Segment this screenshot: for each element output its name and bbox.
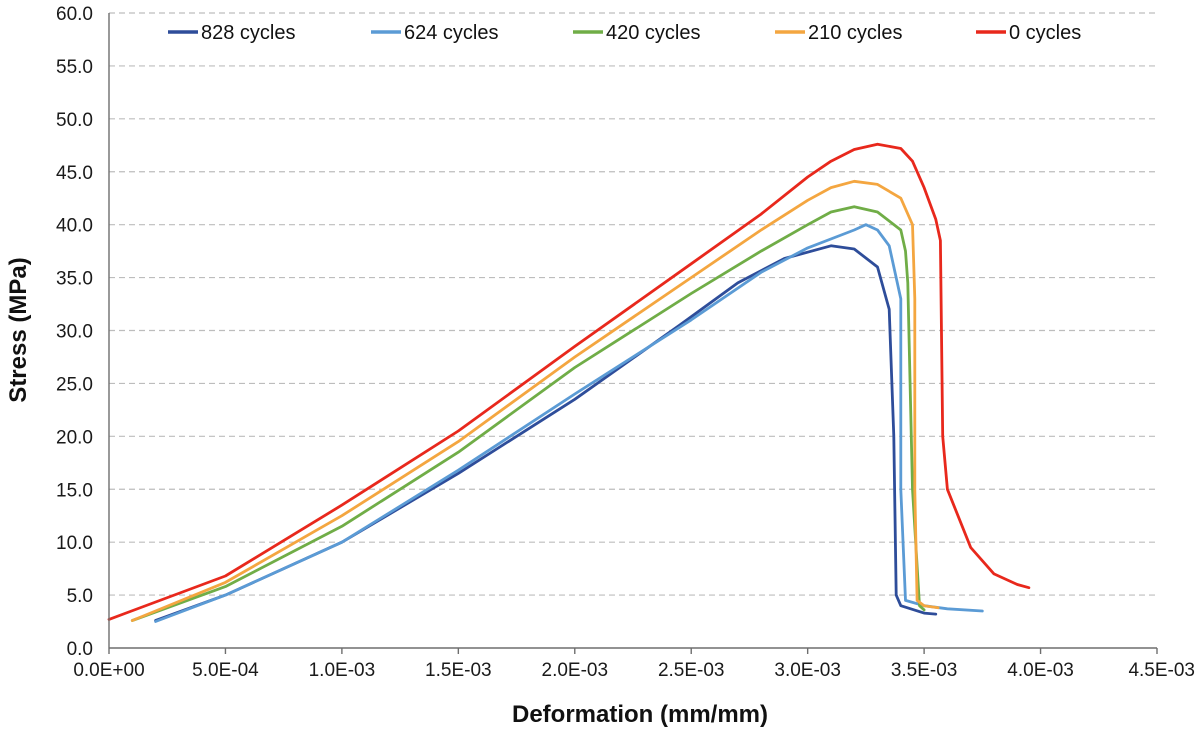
x-tick-label: 3.0E-03	[774, 660, 841, 681]
x-tick-label: 5.0E-04	[192, 660, 259, 681]
legend-item: 420 cycles	[573, 22, 701, 44]
y-tick-label: 55.0	[56, 57, 93, 78]
y-tick-label: 0.0	[67, 639, 93, 660]
y-tick-label: 35.0	[56, 269, 93, 290]
y-tick-label: 30.0	[56, 322, 93, 343]
y-tick-label: 25.0	[56, 374, 93, 395]
y-tick-label: 45.0	[56, 163, 93, 184]
x-axis-title: Deformation (mm/mm)	[512, 701, 768, 728]
y-tick-label: 10.0	[56, 533, 93, 554]
x-axis-ticks: 0.0E+00 5.0E-04 1.0E-03 1.5E-03 2.0E-03 2.5E-…	[73, 648, 1195, 681]
legend-item: 210 cycles	[775, 22, 903, 44]
x-tick-label: 2.0E-03	[542, 660, 609, 681]
series-line-210-cycles	[130, 179, 940, 622]
y-tick-label: 40.0	[56, 216, 93, 237]
legend-item: 624 cycles	[371, 22, 499, 44]
y-tick-label: 15.0	[56, 480, 93, 501]
x-tick-label: 4.5E-03	[1128, 660, 1195, 681]
legend-item: 0 cycles	[976, 22, 1081, 44]
legend-label: 0 cycles	[1009, 22, 1081, 44]
y-tick-label: 20.0	[56, 427, 93, 448]
series-line-0-cycles	[107, 142, 1031, 621]
x-tick-label: 4.0E-03	[1007, 660, 1074, 681]
y-axis-ticks: 0.0 5.0 10.0 15.0 20.0 25.0 30.0 35.0 40.0 45.0 50…	[56, 4, 93, 660]
y-tick-label: 60.0	[56, 4, 93, 25]
legend-label: 828 cycles	[201, 22, 296, 44]
series-line-828-cycles	[154, 244, 938, 622]
x-tick-label: 1.0E-03	[309, 660, 376, 681]
legend-label: 624 cycles	[404, 22, 499, 44]
legend: 828 cycles 624 cycles 420 cycles 210 cycles…	[168, 22, 1081, 44]
x-tick-label: 0.0E+00	[73, 660, 144, 681]
x-tick-label: 3.5E-03	[891, 660, 958, 681]
y-tick-label: 5.0	[67, 586, 93, 607]
series-line-624-cycles	[154, 223, 984, 623]
x-tick-label: 1.5E-03	[425, 660, 492, 681]
legend-label: 210 cycles	[808, 22, 903, 44]
axes	[108, 13, 1157, 649]
x-tick-label: 2.5E-03	[658, 660, 725, 681]
legend-item: 828 cycles	[168, 22, 296, 44]
data-series	[107, 142, 1031, 623]
y-tick-label: 50.0	[56, 110, 93, 131]
y-axis-title: Stress (MPa)	[5, 257, 32, 402]
series-line-420-cycles	[130, 205, 926, 622]
legend-label: 420 cycles	[606, 22, 701, 44]
